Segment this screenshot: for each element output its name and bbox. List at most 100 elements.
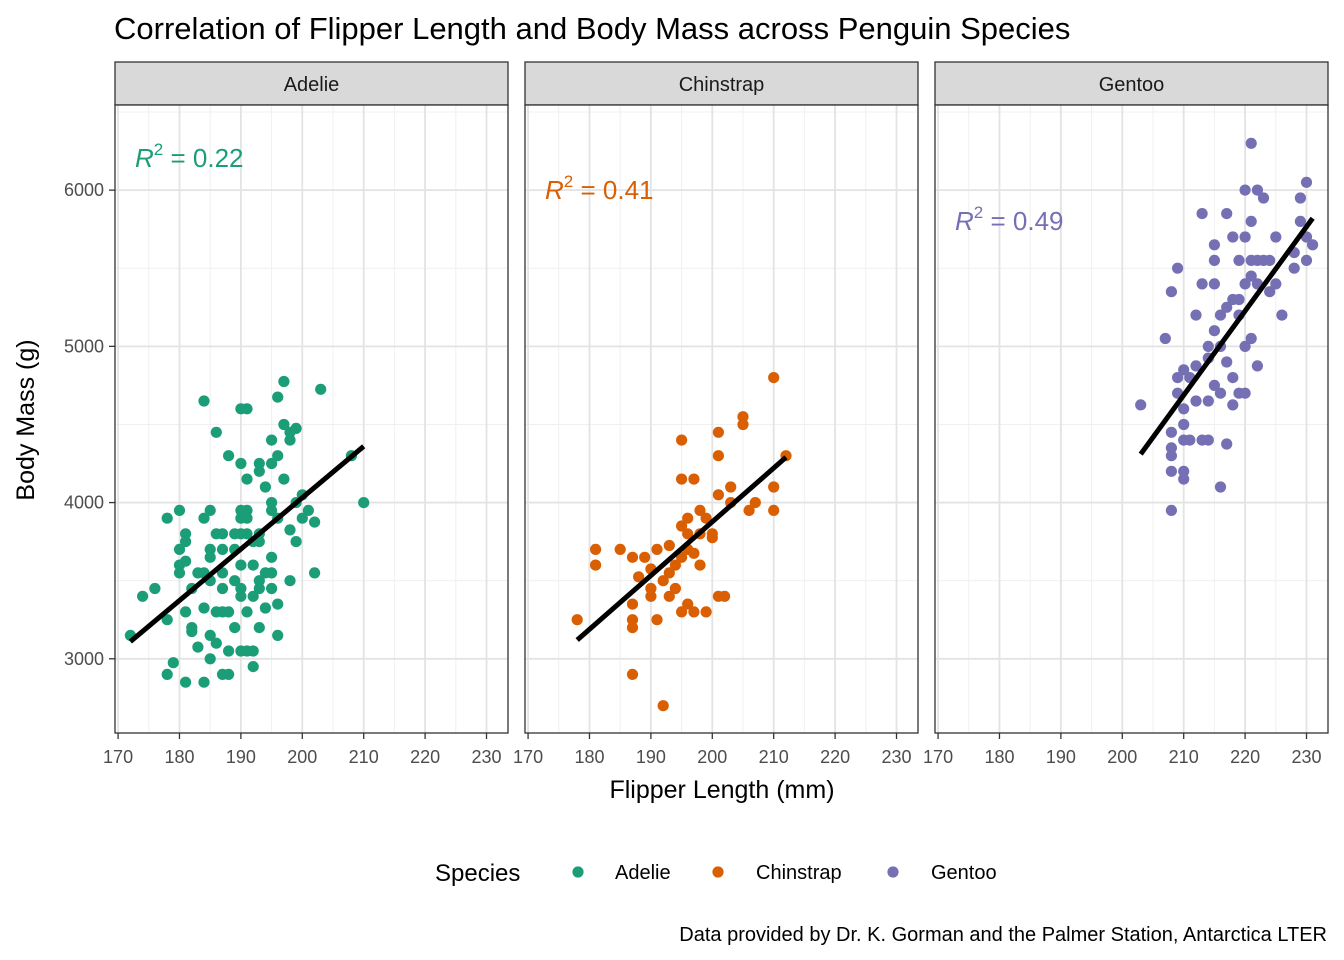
data-point-adelie [137, 590, 149, 602]
panel-gentoo: Gentoo R2 = 0.49 [934, 61, 1329, 734]
data-point-gentoo [1264, 254, 1276, 266]
data-point-chinstrap [626, 598, 639, 610]
data-point-adelie [198, 395, 210, 407]
data-point-adelie [302, 504, 314, 516]
data-point-chinstrap [688, 606, 700, 618]
data-point-chinstrap [676, 434, 688, 446]
data-point-gentoo [1165, 426, 1177, 438]
x-tick-label: 180 [164, 747, 194, 767]
data-point-chinstrap [669, 559, 682, 571]
data-point-chinstrap [768, 481, 780, 493]
data-point-adelie [210, 426, 222, 438]
data-point-gentoo [1208, 278, 1220, 290]
data-point-gentoo [1239, 387, 1251, 399]
data-point-adelie [204, 629, 216, 642]
y-axis: 3000 4000 5000 6000 [64, 180, 115, 669]
data-point-gentoo [1202, 434, 1214, 446]
data-point-adelie [266, 497, 278, 509]
legend-label-gentoo: Gentoo [931, 862, 997, 884]
x-tick-label: 210 [349, 747, 379, 767]
data-point-adelie [235, 590, 247, 602]
legend-key-adelie [572, 866, 584, 878]
panel-border-chinstrap [524, 104, 919, 734]
data-point-gentoo [1165, 504, 1177, 516]
y-axis-title: Body Mass (g) [12, 339, 40, 500]
r2-annotation-gentoo: R2 = 0.49 [955, 203, 1063, 236]
strip-gentoo [934, 61, 1329, 106]
data-point-adelie [266, 504, 278, 516]
data-point-chinstrap [590, 543, 602, 556]
y-tick-label: 4000 [64, 493, 104, 513]
data-point-adelie [180, 536, 192, 548]
points-gentoo [1135, 137, 1319, 516]
data-point-adelie [272, 629, 284, 642]
data-point-chinstrap [633, 571, 645, 583]
data-point-gentoo [1165, 442, 1177, 454]
data-point-gentoo [1276, 309, 1288, 321]
data-point-adelie [247, 590, 259, 602]
data-point-chinstrap [614, 543, 626, 556]
regression-line-adelie [128, 444, 366, 644]
regression-line-chinstrap [575, 455, 788, 642]
data-point-adelie [216, 528, 229, 540]
data-point-adelie [241, 403, 253, 415]
data-point-chinstrap [626, 551, 639, 563]
data-point-adelie [290, 536, 302, 548]
data-point-gentoo [1208, 325, 1220, 337]
data-point-chinstrap [694, 504, 706, 516]
data-point-gentoo [1239, 184, 1251, 196]
data-point-gentoo [1202, 395, 1214, 407]
data-point-adelie [278, 418, 290, 431]
data-point-adelie [204, 504, 216, 516]
data-point-adelie [180, 606, 192, 618]
data-point-chinstrap [651, 543, 663, 556]
data-point-adelie [272, 450, 284, 462]
data-point-adelie [235, 559, 247, 571]
data-point-chinstrap [663, 567, 675, 579]
x-tick-label: 230 [471, 747, 501, 767]
data-point-chinstrap [590, 559, 602, 571]
data-point-adelie [223, 450, 235, 462]
chart-caption: Data provided by Dr. K. Gorman and the P… [679, 924, 1327, 946]
panel-border-adelie [114, 104, 509, 734]
data-point-adelie [266, 457, 278, 470]
data-point-adelie [241, 473, 253, 485]
data-point-adelie [290, 422, 302, 434]
data-point-adelie [309, 567, 321, 579]
data-point-chinstrap [676, 520, 688, 532]
legend-title: Species [435, 860, 520, 887]
data-point-adelie [180, 555, 192, 567]
data-point-chinstrap [626, 622, 639, 634]
x-tick-label: 170 [923, 747, 953, 767]
data-point-gentoo [1190, 360, 1202, 372]
data-point-gentoo [1227, 372, 1239, 384]
data-point-adelie [216, 543, 229, 556]
x-axis-title: Flipper Length (mm) [609, 776, 834, 804]
data-point-adelie [161, 668, 173, 681]
panel-adelie: Adelie R2 = 0.22 [114, 61, 509, 734]
data-point-gentoo [1159, 332, 1171, 345]
data-point-chinstrap [626, 614, 639, 626]
data-point-gentoo [1307, 239, 1319, 251]
panel-border-gentoo [934, 104, 1329, 734]
data-point-adelie [198, 676, 210, 688]
data-point-adelie [210, 637, 222, 649]
data-point-adelie [253, 582, 265, 595]
data-point-adelie [278, 473, 290, 485]
data-point-adelie [204, 551, 216, 563]
data-point-chinstrap [712, 450, 725, 462]
data-point-adelie [284, 575, 296, 587]
data-point-adelie [259, 481, 271, 493]
data-point-gentoo [1172, 372, 1184, 384]
data-point-adelie [235, 457, 247, 470]
x-tick-label: 200 [697, 747, 727, 767]
legend-label-adelie: Adelie [615, 862, 671, 884]
data-point-adelie [253, 465, 265, 477]
data-point-adelie [216, 582, 229, 595]
data-point-chinstrap [700, 606, 712, 618]
data-point-chinstrap [712, 489, 725, 501]
legend: Species Adelie Chinstrap Gentoo [435, 860, 997, 887]
y-tick-label: 5000 [64, 336, 104, 356]
x-tick-label: 180 [984, 747, 1014, 767]
data-point-gentoo [1208, 254, 1220, 266]
